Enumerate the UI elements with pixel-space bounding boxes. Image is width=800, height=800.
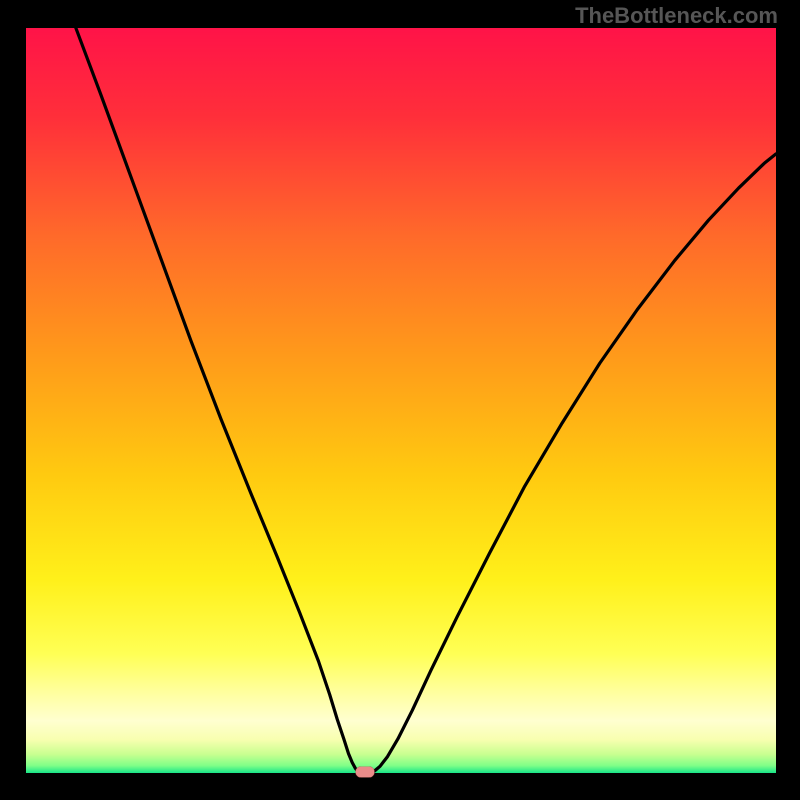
optimum-marker [356,767,375,778]
chart-root: { "canvas": { "width": 800, "height": 80… [0,0,800,800]
watermark-text: TheBottleneck.com [575,3,778,29]
plot-area [26,28,776,773]
curve-layer [26,28,776,773]
bottleneck-curve-left [76,28,360,772]
bottleneck-curve-right [371,154,776,772]
